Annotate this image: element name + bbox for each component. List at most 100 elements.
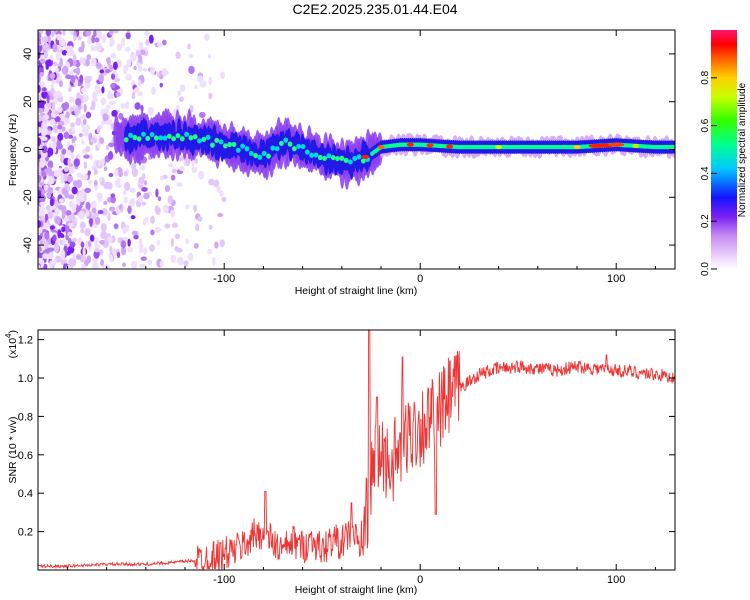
spectrogram-noise-blob bbox=[171, 222, 179, 228]
spectrogram-noise-blob bbox=[39, 182, 45, 187]
spectrogram-noise-blob bbox=[58, 80, 63, 88]
spectrogram-xlabel: Height of straight line (km) bbox=[295, 285, 418, 297]
spectrogram-noise-blob bbox=[116, 251, 121, 259]
spectrogram-noise-blob bbox=[57, 124, 63, 130]
spectrogram-ridge-core bbox=[222, 143, 228, 149]
spectrogram-noise-blob bbox=[110, 193, 116, 198]
spectrogram-noise-blob bbox=[56, 139, 62, 149]
spectrogram-noise-blob bbox=[207, 248, 213, 255]
spectrogram-noise-blob bbox=[52, 124, 59, 134]
spectrogram-noise-blob bbox=[71, 237, 78, 243]
spectrogram-ridge-core bbox=[158, 135, 164, 141]
spectrogram-noise-blob bbox=[98, 177, 103, 183]
spectrogram-noise-blob bbox=[78, 132, 83, 138]
spectrogram-noise-blob bbox=[95, 62, 102, 69]
spectrogram-noise-blob bbox=[54, 67, 60, 73]
spectrogram-noise-blob bbox=[156, 72, 161, 77]
spectrogram-noise-blob bbox=[38, 234, 41, 242]
spectrogram-noise-blob bbox=[147, 259, 153, 265]
spectrogram-noise-blob bbox=[177, 256, 184, 266]
spectrogram-noise-blob bbox=[78, 210, 85, 220]
spectrogram-noise-blob bbox=[84, 75, 91, 84]
spectrogram-noise-blob bbox=[45, 59, 52, 67]
spectrogram-noise-blob bbox=[90, 200, 97, 209]
spectrogram-noise-blob bbox=[63, 217, 69, 222]
spectrogram-ridge-core bbox=[214, 137, 220, 143]
spectrogram-noise-blob bbox=[45, 30, 52, 37]
spectrogram-noise-blob bbox=[39, 71, 44, 77]
spectrogram-noise-blob bbox=[81, 87, 86, 94]
spectrogram-noise-blob bbox=[43, 184, 49, 191]
spectrogram-noise-blob bbox=[130, 260, 138, 269]
spectrogram-noise-blob bbox=[176, 105, 180, 110]
spectrogram-noise-blob bbox=[83, 103, 87, 113]
spectrogram-noise-blob bbox=[52, 43, 58, 53]
spectrogram-noise-blob bbox=[38, 107, 44, 114]
spectrogram-noise-blob bbox=[68, 87, 72, 93]
spectrogram-noise-blob bbox=[66, 149, 72, 157]
spectrogram-noise-blob bbox=[85, 210, 90, 218]
spectrogram-noise-blob bbox=[65, 74, 72, 80]
spectrogram-ridge-core bbox=[360, 158, 366, 164]
spectrogram-ridge-core bbox=[253, 152, 258, 159]
spectrogram-noise-blob bbox=[110, 196, 117, 204]
spectrogram-ridge-core bbox=[218, 139, 224, 145]
spectrogram-noise-blob bbox=[85, 111, 92, 119]
spectrogram-noise-blob bbox=[38, 166, 42, 174]
spectrogram-ridge-core bbox=[270, 145, 276, 151]
spectrogram-noise-blob bbox=[106, 57, 111, 66]
spectrogram-noise-blob bbox=[87, 179, 93, 185]
spectrogram-noise-blob bbox=[49, 55, 54, 61]
spectrogram-noise-blob bbox=[95, 85, 102, 95]
spectrogram-noise-blob bbox=[203, 33, 210, 41]
spectrogram-ytick-label: -40 bbox=[22, 237, 34, 253]
spectrogram-noise-blob bbox=[127, 238, 131, 247]
spectrogram-noise-blob bbox=[111, 109, 118, 117]
spectrogram-noise-blob bbox=[159, 82, 163, 88]
spectrogram-ridge-core bbox=[145, 135, 151, 142]
spectrogram-ridge-core bbox=[227, 141, 233, 148]
spectrogram-noise-blob bbox=[131, 230, 138, 236]
spectrogram-noise-blob bbox=[38, 51, 41, 59]
spectrogram-noise-blob bbox=[94, 216, 101, 225]
spectrogram-noise-blob bbox=[130, 53, 137, 62]
spectrogram-noise-blob bbox=[77, 36, 82, 41]
spectrogram-noise-blob bbox=[138, 42, 144, 47]
spectrogram-noise-blob bbox=[103, 200, 108, 205]
spectrogram-noise-blob bbox=[61, 226, 66, 233]
spectrogram-noise-blob bbox=[51, 101, 56, 111]
spectrogram-noise-blob bbox=[143, 247, 148, 255]
spectrogram-noise-blob bbox=[216, 185, 221, 193]
spectrogram-ridge-core bbox=[309, 152, 315, 158]
spectrogram-noise-blob bbox=[101, 208, 108, 216]
snr-plot-area bbox=[38, 330, 675, 570]
spectrogram-noise-blob bbox=[69, 166, 75, 174]
spectrogram-noise-blob bbox=[57, 204, 64, 211]
spectrogram-noise-blob bbox=[100, 97, 106, 106]
spectrogram-noise-blob bbox=[162, 39, 167, 46]
spectrogram-noise-blob bbox=[150, 215, 155, 224]
spectrogram-noise-blob bbox=[47, 160, 54, 169]
spectrogram-noise-blob bbox=[53, 171, 61, 178]
spectrogram-noise-blob bbox=[109, 39, 115, 45]
spectrogram-noise-blob bbox=[188, 65, 195, 75]
spectrogram-noise-blob bbox=[102, 34, 106, 44]
spectrogram-noise-blob bbox=[112, 248, 117, 256]
spectrogram-noise-blob bbox=[109, 245, 113, 254]
spectrogram-noise-blob bbox=[107, 151, 114, 160]
spectrogram-noise-blob bbox=[64, 45, 72, 52]
spectrogram-noise-blob bbox=[49, 148, 54, 156]
spectrogram-noise-blob bbox=[120, 103, 126, 109]
spectrogram-noise-blob bbox=[44, 213, 49, 222]
spectrogram-noise-blob bbox=[118, 112, 124, 120]
spectrogram-noise-blob bbox=[100, 259, 105, 267]
spectrogram-ridge-core bbox=[304, 149, 310, 155]
snr-ytick-label: 0.8 bbox=[18, 411, 33, 423]
spectrogram-noise-blob bbox=[49, 118, 56, 126]
spectrogram-noise-blob bbox=[103, 166, 108, 172]
spectrogram-noise-blob bbox=[198, 111, 206, 119]
spectrogram-noise-blob bbox=[84, 58, 90, 67]
spectrogram-noise-blob bbox=[109, 30, 114, 36]
spectrogram-noise-blob bbox=[84, 228, 91, 237]
